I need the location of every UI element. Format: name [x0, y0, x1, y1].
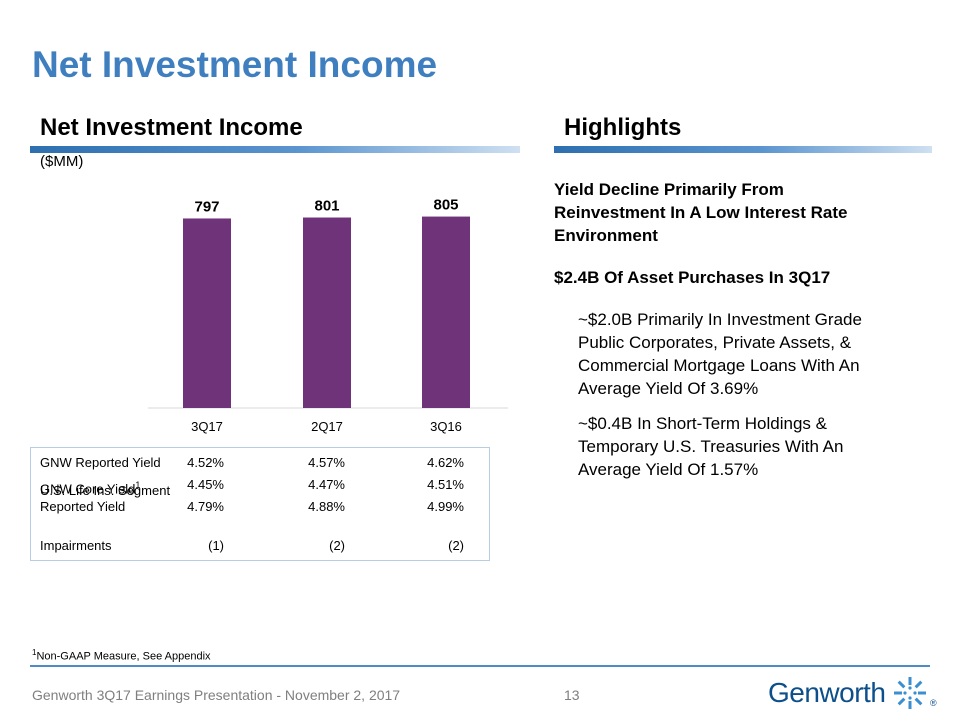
subpoint-line: Average Yield Of 3.69%: [578, 379, 759, 398]
left-section-rule: [30, 146, 520, 153]
yield-cell: 4.57%: [308, 455, 345, 470]
subpoint-line: Average Yield Of 1.57%: [578, 460, 759, 479]
yield-cell: 4.52%: [187, 455, 224, 470]
slide-title: Net Investment Income: [32, 44, 438, 85]
yield-row-label-line: Reported Yield: [40, 499, 126, 514]
subpoint-line: Temporary U.S. Treasuries With An: [578, 437, 844, 456]
yield-row-label-line: GNW Reported Yield: [40, 455, 161, 470]
highlight-line: Environment: [554, 226, 658, 245]
footnote-marker: 1: [32, 648, 37, 657]
yield-row-label-line: Impairments: [40, 538, 112, 553]
bar-2Q17: [303, 217, 351, 408]
right-section-rule: [554, 146, 932, 153]
subpoint-line: Public Corporates, Private Assets, &: [578, 333, 852, 352]
highlight-line: Reinvestment In A Low Interest Rate: [554, 203, 848, 222]
page-number: 13: [564, 687, 580, 703]
footer-rule: [30, 665, 930, 667]
highlight-line: Yield Decline Primarily From: [554, 180, 784, 199]
yield-cell: 4.62%: [427, 455, 464, 470]
yield-cell: 4.99%: [427, 499, 464, 514]
footnote-text: Non-GAAP Measure, See Appendix: [36, 650, 211, 663]
subpoint-line: Commercial Mortgage Loans With An: [578, 356, 860, 375]
yield-cell: 4.47%: [308, 477, 345, 492]
x-tick-3Q17: 3Q17: [191, 419, 223, 434]
yield-cell: 4.88%: [308, 499, 345, 514]
footnote: 1Non-GAAP Measure, See Appendix: [32, 648, 211, 663]
data-label-2Q17: 801: [314, 198, 339, 215]
genworth-logo: Genworth ®: [768, 672, 940, 716]
registered-mark: ®: [930, 698, 937, 708]
bar-3Q17: [183, 218, 231, 408]
yield-cell: (2): [448, 538, 464, 553]
yield-cell: (1): [208, 538, 224, 553]
bar-3Q16: [422, 216, 470, 408]
highlight-yield-decline: Yield Decline Primarily From Reinvestmen…: [554, 178, 847, 247]
yield-row-label: U.S. Life Ins. Segment Reported Yield: [40, 483, 170, 515]
nii-bar-chart: 797 3Q17 801 2Q17 805 3Q16: [148, 180, 508, 434]
yield-cell: 4.79%: [187, 499, 224, 514]
bar-chart-svg: 797 3Q17 801 2Q17 805 3Q16: [148, 197, 508, 434]
left-section-heading: Net Investment Income: [40, 114, 303, 141]
highlight-asset-purchases: $2.4B Of Asset Purchases In 3Q17: [554, 268, 831, 287]
highlights-heading: Highlights: [564, 114, 682, 141]
logo-wordmark: Genworth: [768, 677, 886, 708]
data-label-3Q17: 797: [194, 198, 219, 215]
yield-table: [30, 447, 490, 561]
data-label-3Q16: 805: [433, 197, 458, 214]
yield-row-label-line: GNW Core Yield1: [40, 480, 141, 497]
yield-row-label: GNW Core Yield1: [40, 477, 140, 497]
subpoint-investment-grade: ~$2.0B Primarily In Investment Grade Pub…: [578, 308, 862, 400]
x-tick-2Q17: 2Q17: [311, 419, 343, 434]
x-tick-3Q16: 3Q16: [430, 419, 462, 434]
yield-cell: 4.45%: [187, 477, 224, 492]
yield-row-label: Impairments: [40, 538, 112, 554]
yield-cell: (2): [329, 538, 345, 553]
yield-row-label: GNW Reported Yield: [40, 455, 161, 471]
yield-row-label-line: U.S. Life Ins. Segment: [40, 483, 171, 498]
subpoint-short-term: ~$0.4B In Short-Term Holdings & Temporar…: [578, 412, 843, 481]
footnote-marker: 1: [135, 480, 141, 490]
chart-units-label: ($MM): [40, 153, 84, 170]
footer-text: Genworth 3Q17 Earnings Presentation - No…: [32, 687, 401, 703]
subpoint-line: ~$0.4B In Short-Term Holdings &: [578, 414, 827, 433]
snowflake-icon: [894, 677, 926, 709]
yield-cell: 4.51%: [427, 477, 464, 492]
subpoint-line: ~$2.0B Primarily In Investment Grade: [578, 310, 862, 329]
